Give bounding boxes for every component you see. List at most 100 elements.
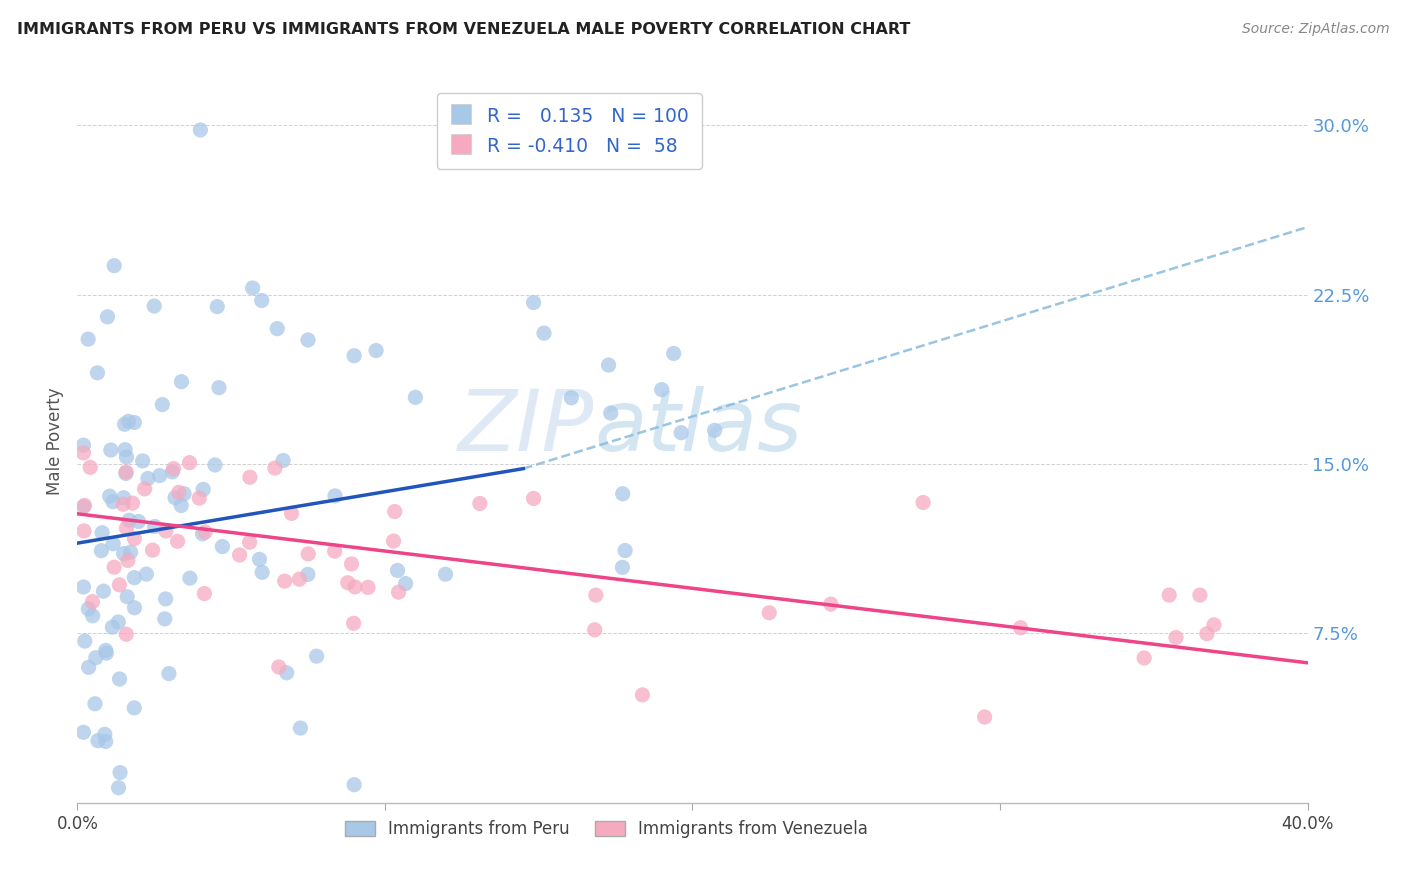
- Point: [90, 543, 112, 558]
- Point: [101, 620, 124, 634]
- Point: [107, 615, 129, 629]
- Point: [264, 461, 287, 475]
- Point: [72, 500, 94, 514]
- Point: [155, 524, 177, 538]
- Point: [1164, 631, 1187, 645]
- Point: [114, 442, 136, 457]
- Point: [188, 491, 211, 505]
- Point: [271, 453, 294, 467]
- Point: [142, 543, 165, 558]
- Point: [115, 450, 138, 464]
- Point: [249, 552, 271, 566]
- Point: [820, 597, 842, 611]
- Point: [1159, 588, 1181, 602]
- Point: [404, 390, 426, 404]
- Point: [357, 580, 380, 594]
- Point: [323, 544, 346, 558]
- Point: [266, 321, 288, 335]
- Point: [669, 425, 692, 440]
- Point: [250, 293, 273, 308]
- Point: [280, 507, 302, 521]
- Point: [101, 537, 124, 551]
- Point: [82, 608, 104, 623]
- Text: IMMIGRANTS FROM PERU VS IMMIGRANTS FROM VENEZUELA MALE POVERTY CORRELATION CHART: IMMIGRANTS FROM PERU VS IMMIGRANTS FROM …: [17, 22, 910, 37]
- Point: [73, 524, 96, 538]
- Point: [143, 299, 166, 313]
- Point: [343, 349, 366, 363]
- Point: [143, 519, 166, 533]
- Point: [1188, 588, 1211, 602]
- Point: [973, 710, 995, 724]
- Point: [72, 580, 94, 594]
- Point: [107, 780, 129, 795]
- Point: [297, 547, 319, 561]
- Point: [193, 586, 215, 600]
- Point: [170, 375, 193, 389]
- Point: [340, 557, 363, 571]
- Point: [583, 623, 606, 637]
- Point: [101, 494, 124, 508]
- Point: [344, 580, 367, 594]
- Point: [150, 398, 173, 412]
- Point: [108, 578, 131, 592]
- Point: [114, 467, 136, 481]
- Point: [163, 491, 186, 505]
- Point: [118, 513, 141, 527]
- Point: [120, 545, 142, 559]
- Point: [96, 646, 118, 660]
- Point: [522, 295, 544, 310]
- Point: [188, 123, 212, 137]
- Point: [323, 489, 346, 503]
- Point: [82, 595, 104, 609]
- Point: [250, 566, 273, 580]
- Point: [87, 733, 110, 747]
- Point: [77, 602, 100, 616]
- Point: [599, 406, 621, 420]
- Point: [468, 496, 491, 510]
- Point: [115, 627, 138, 641]
- Point: [631, 688, 654, 702]
- Point: [170, 499, 193, 513]
- Point: [72, 438, 94, 452]
- Point: [136, 471, 159, 485]
- Point: [91, 525, 114, 540]
- Point: [166, 534, 188, 549]
- Point: [117, 553, 139, 567]
- Point: [179, 571, 201, 585]
- Point: [305, 649, 328, 664]
- Point: [204, 458, 226, 472]
- Point: [112, 497, 135, 511]
- Point: [207, 300, 229, 314]
- Text: atlas: atlas: [595, 385, 801, 468]
- Point: [157, 666, 180, 681]
- Point: [273, 574, 295, 589]
- Point: [194, 524, 217, 539]
- Point: [239, 470, 262, 484]
- Point: [114, 417, 136, 432]
- Point: [115, 521, 138, 535]
- Point: [84, 697, 107, 711]
- Point: [387, 563, 409, 577]
- Point: [523, 491, 546, 506]
- Point: [112, 547, 135, 561]
- Point: [124, 600, 146, 615]
- Point: [94, 734, 117, 748]
- Text: Source: ZipAtlas.com: Source: ZipAtlas.com: [1241, 22, 1389, 37]
- Point: [342, 616, 364, 631]
- Point: [614, 543, 637, 558]
- Point: [149, 468, 172, 483]
- Point: [73, 499, 96, 513]
- Point: [267, 660, 290, 674]
- Point: [162, 465, 184, 479]
- Point: [239, 535, 262, 549]
- Point: [228, 548, 250, 562]
- Point: [72, 446, 94, 460]
- Point: [77, 660, 100, 674]
- Point: [384, 504, 406, 518]
- Point: [153, 612, 176, 626]
- Legend: Immigrants from Peru, Immigrants from Venezuela: Immigrants from Peru, Immigrants from Ve…: [337, 814, 875, 845]
- Point: [115, 590, 138, 604]
- Point: [242, 281, 264, 295]
- Point: [533, 326, 555, 341]
- Point: [364, 343, 387, 358]
